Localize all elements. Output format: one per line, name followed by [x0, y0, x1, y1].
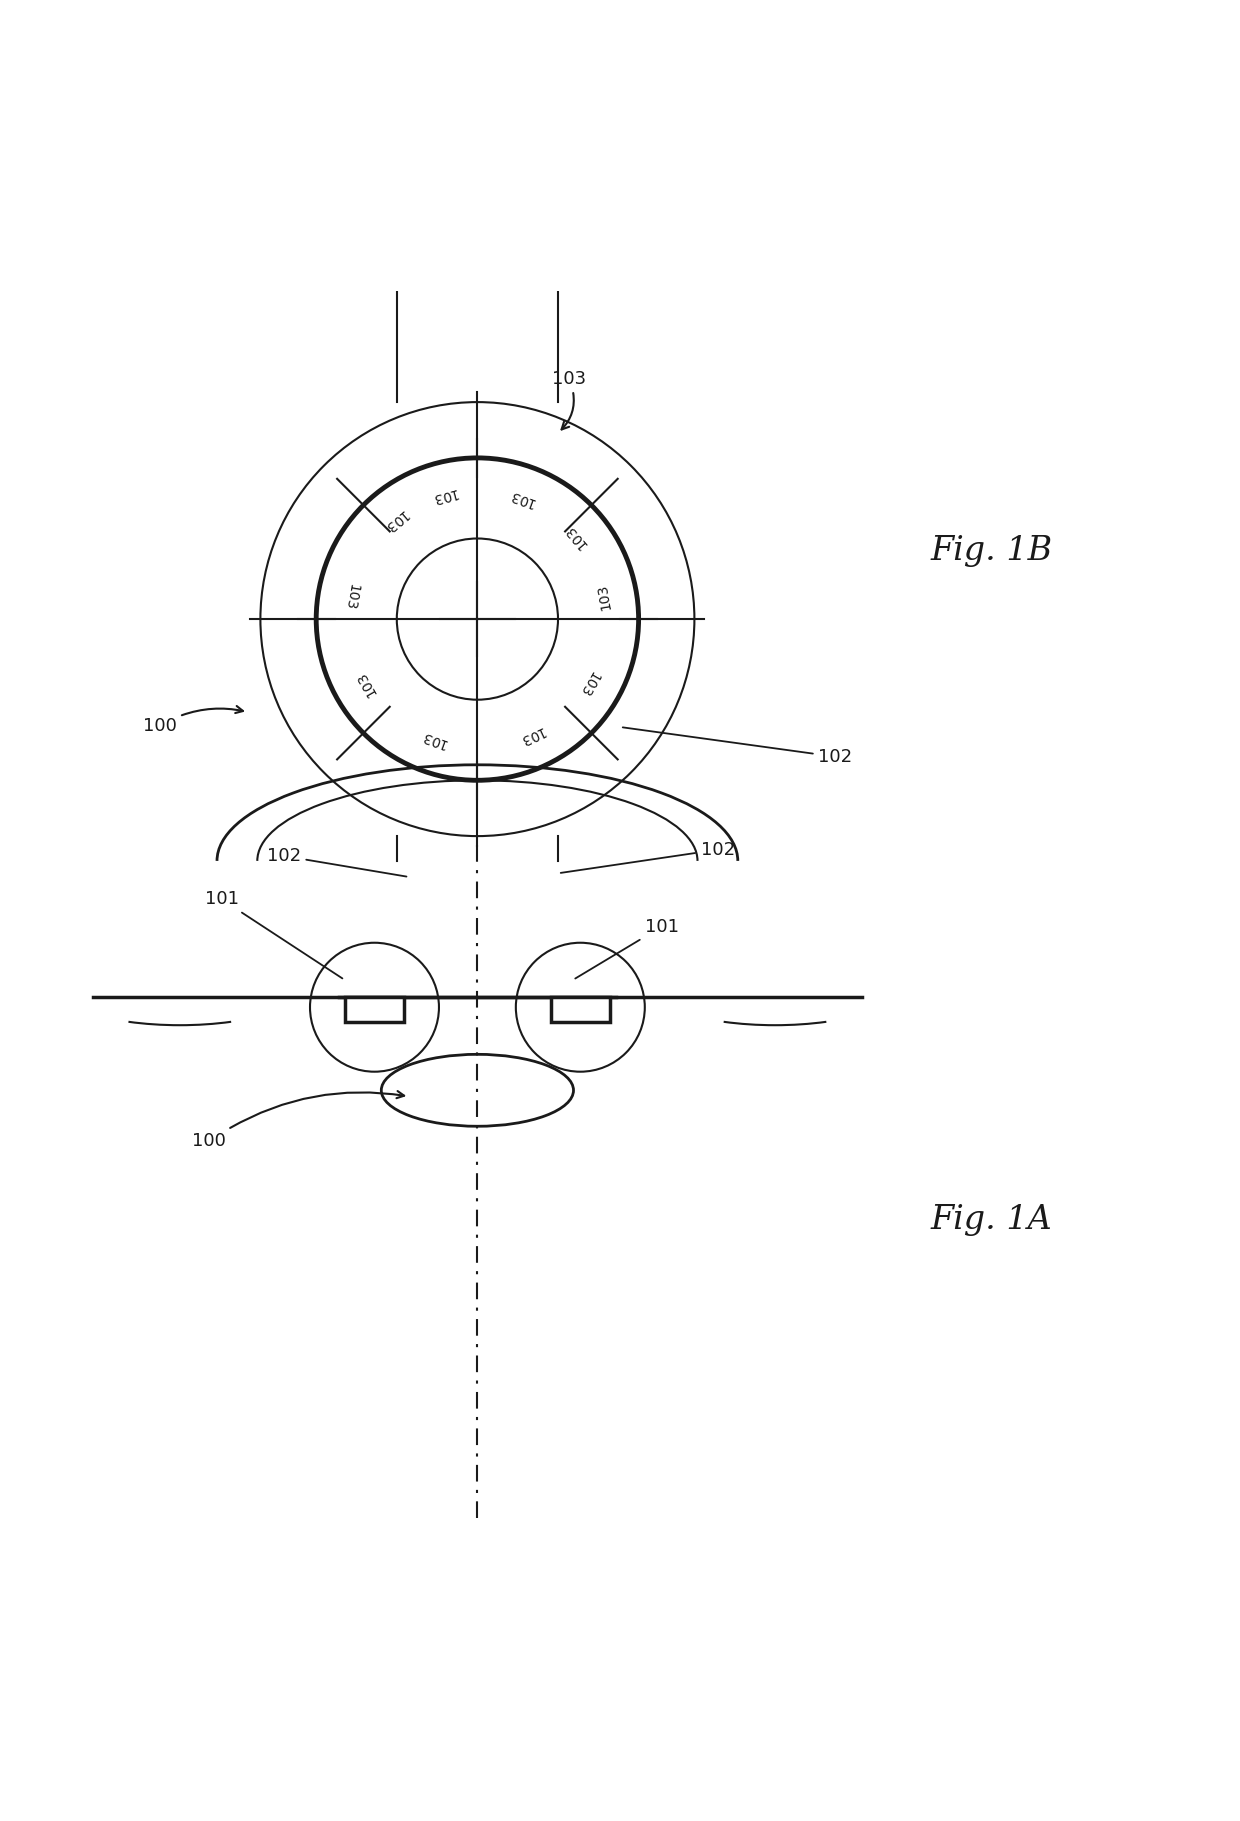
- Text: 103: 103: [429, 484, 459, 504]
- Text: 103: 103: [419, 728, 449, 750]
- Text: 100: 100: [192, 1091, 404, 1151]
- Text: 100: 100: [143, 707, 243, 734]
- Text: 101: 101: [205, 890, 342, 978]
- Text: 103: 103: [562, 523, 589, 552]
- Bar: [345, 998, 404, 1022]
- Text: 103: 103: [575, 668, 601, 697]
- Text: 103: 103: [342, 583, 360, 612]
- Text: Fig. 1A: Fig. 1A: [930, 1204, 1052, 1236]
- Text: 103: 103: [517, 723, 547, 747]
- Bar: [551, 998, 610, 1022]
- Text: Fig. 1B: Fig. 1B: [930, 535, 1052, 566]
- Text: 103: 103: [552, 370, 587, 430]
- Text: 102: 102: [560, 841, 735, 872]
- Text: 102: 102: [267, 847, 407, 876]
- Text: 103: 103: [506, 488, 536, 510]
- Text: 103: 103: [353, 668, 379, 697]
- Text: 101: 101: [575, 918, 678, 978]
- Text: 102: 102: [622, 727, 853, 765]
- Text: 103: 103: [595, 583, 613, 612]
- Text: 103: 103: [381, 506, 409, 535]
